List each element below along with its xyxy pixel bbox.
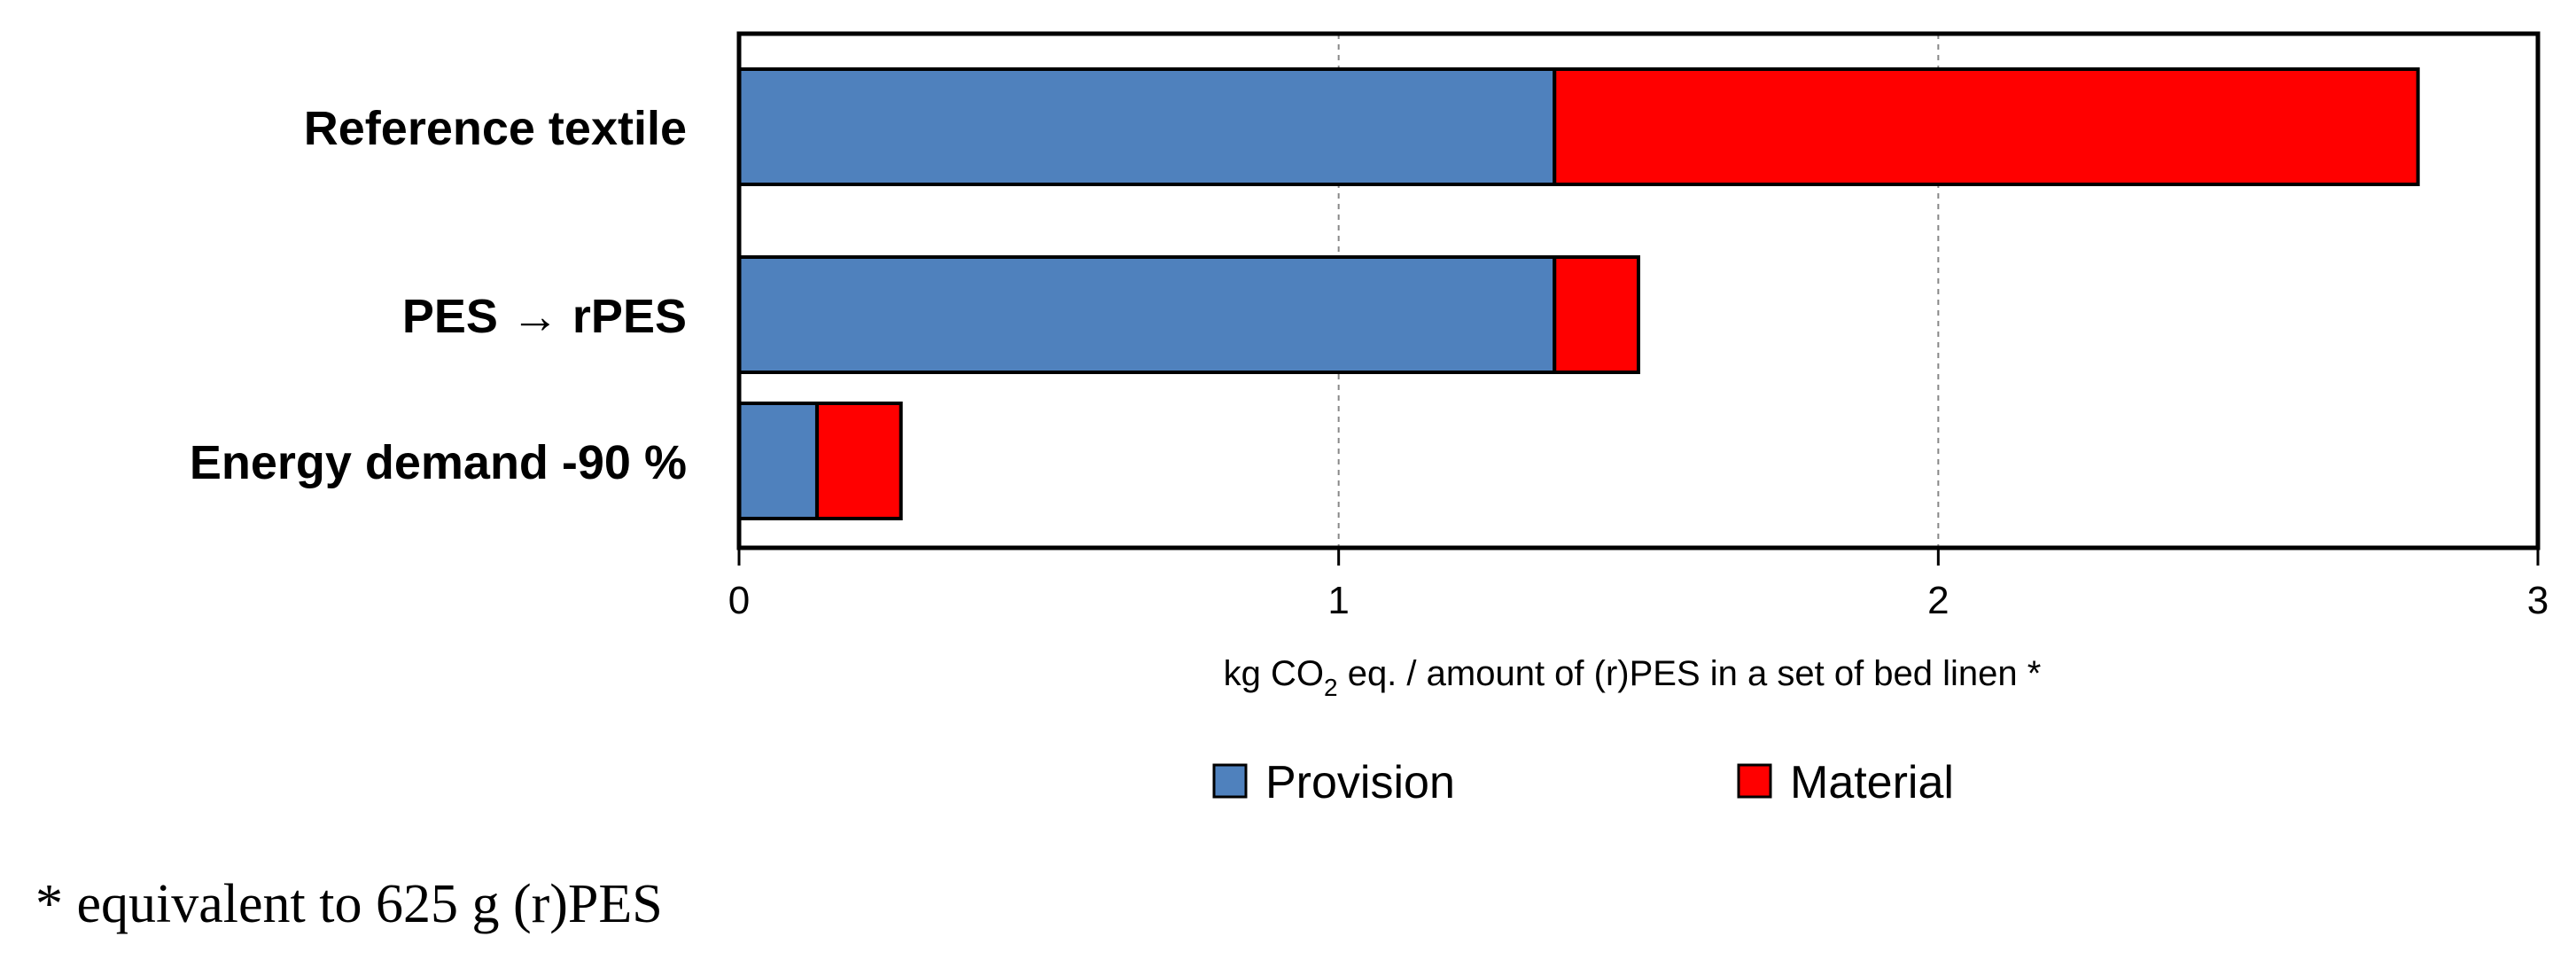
bars	[737, 67, 2420, 520]
category-label-2: Energy demand -90 %	[190, 436, 687, 489]
bar-material-2	[814, 402, 903, 520]
bar-provision-0	[737, 67, 1557, 186]
bar-provision-1	[737, 255, 1557, 374]
legend-swatch-provision	[1212, 763, 1248, 799]
footnote: * equivalent to 625 g (r)PES	[35, 874, 663, 934]
bar-material-0	[1553, 67, 2420, 186]
bar-provision-2	[737, 402, 819, 520]
category-label-0: Reference textile	[304, 102, 687, 155]
bar-material-1	[1553, 255, 1641, 374]
legend-swatch-material	[1737, 763, 1772, 799]
category-label-1: PES → rPES	[402, 290, 687, 343]
x-axis-title-part-2: eq. / amount of (r)PES in a set of bed l…	[1338, 654, 2042, 693]
x-tick-label-3: 3	[2527, 579, 2549, 622]
category-labels: Reference textile PES → rPES Energy demand…	[190, 102, 687, 489]
legend-label-provision: Provision	[1265, 757, 1455, 808]
legend: Provision Material	[1212, 757, 1954, 808]
x-tick-label-2: 2	[1927, 579, 1949, 622]
x-axis: 0 1 2 3	[728, 548, 2549, 622]
x-axis-title-subscript: 2	[1324, 674, 1338, 701]
x-axis-title-part-1: kg CO	[1224, 654, 1324, 693]
plot-frame	[736, 31, 2541, 550]
x-tick-label-1: 1	[1327, 579, 1349, 622]
legend-label-material: Material	[1790, 757, 1954, 808]
x-axis-title: kg CO2 eq. / amount of (r)PES in a set o…	[1224, 654, 2042, 701]
x-tick-label-0: 0	[728, 579, 750, 622]
